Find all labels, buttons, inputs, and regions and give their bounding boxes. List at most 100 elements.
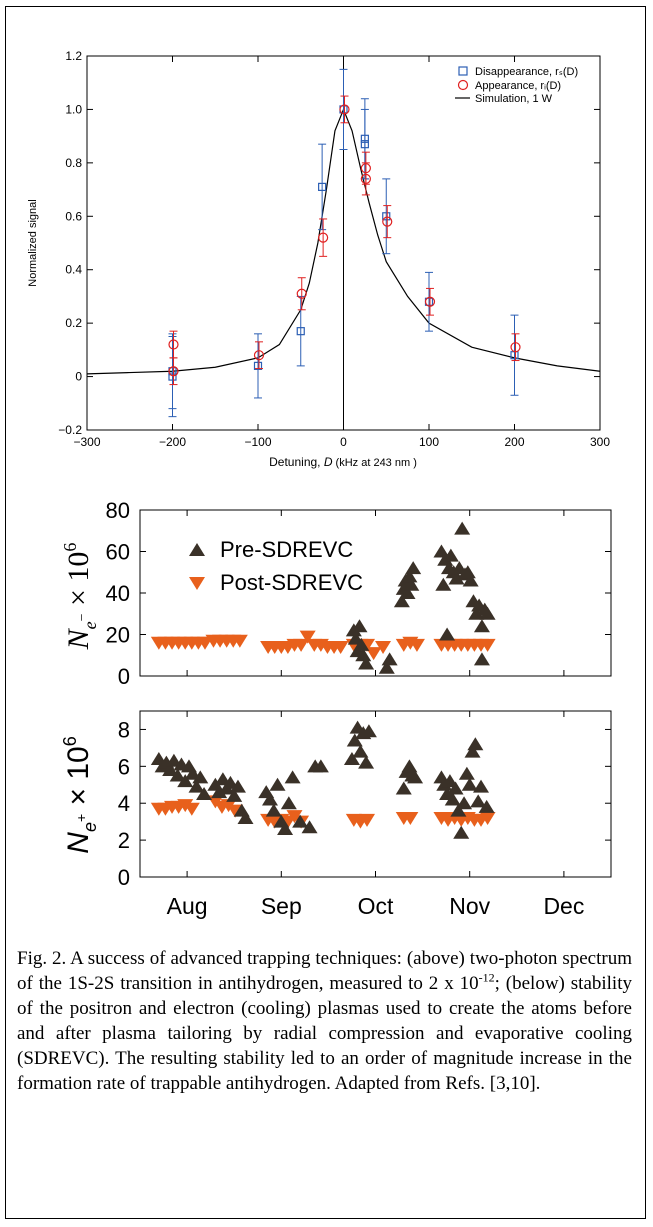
disappearance-point: [253, 361, 263, 370]
pre-sdrevc-point: [395, 781, 412, 795]
y-tick-label: 6: [118, 754, 130, 779]
pre-sdrevc-point: [351, 619, 368, 633]
y-tick-label: 1.2: [65, 49, 82, 63]
month-label: Aug: [167, 893, 208, 919]
spectrum-points: [168, 68, 521, 418]
positron-chart: 0 2 4 6 8 Aug Sep Oct Nov Dec Ne+ × 106: [60, 710, 612, 919]
appearance-point: [339, 104, 350, 115]
disappearance-point: [360, 140, 369, 149]
pre-sdrevc-point: [360, 724, 377, 738]
pre-sdrevc-point: [301, 820, 318, 834]
pre-sdrevc-point: [453, 825, 470, 839]
pre-sdrevc-point: [211, 785, 228, 799]
pre-sdrevc-point: [312, 759, 329, 773]
y-tick-label: 1.0: [65, 102, 82, 116]
post-sdrevc-point: [479, 638, 496, 652]
pre-sdrevc-point: [454, 521, 471, 535]
pre-sdrevc-point: [265, 803, 282, 817]
pre-sdrevc-point: [269, 777, 286, 791]
y-tick-label: 0.2: [65, 316, 82, 330]
pre-sdrevc-point: [188, 779, 205, 793]
month-label: Nov: [449, 893, 490, 919]
legend-simulation: Simulation, 1 W: [475, 93, 553, 105]
pre-sdrevc-point: [196, 787, 213, 800]
pre-sdrevc-point: [464, 744, 481, 758]
pre-sdrevc-point: [378, 660, 395, 674]
appearance-point: [382, 216, 393, 227]
pre-sdrevc-point: [459, 565, 476, 579]
pre-sdrevc-point: [399, 586, 416, 599]
appearance-point: [510, 342, 521, 353]
post-sdrevc-point: [359, 813, 376, 827]
appearance-point: [168, 339, 179, 350]
appearance-point: [296, 288, 307, 299]
disappearance-point: [382, 212, 391, 221]
appearance-point: [168, 366, 179, 377]
post-sdrevc-point: [408, 638, 425, 652]
month-label: Sep: [261, 893, 302, 919]
electron-legend: Pre-SDREVC Post-SDREVC: [189, 537, 363, 595]
x-tick-label: 300: [590, 435, 610, 449]
y-tick-label: 20: [106, 623, 130, 648]
y-tick-label: 0.8: [65, 156, 82, 170]
pre-sdrevc-point: [401, 569, 418, 583]
post-sdrevc-point: [231, 634, 248, 648]
pre-sdrevc-point: [448, 571, 465, 585]
pre-sdrevc-point: [358, 656, 375, 670]
pre-sdrevc-point: [237, 810, 254, 824]
post-sdrevc-point: [299, 630, 316, 644]
pre-sdrevc-point: [441, 774, 458, 788]
y-tick-label: 40: [106, 581, 130, 606]
appearance-point: [253, 350, 265, 361]
figure-caption: Fig. 2. A success of advanced trapping t…: [17, 948, 632, 1094]
pre-sdrevc-point: [442, 548, 459, 562]
pre-sdrevc-point: [407, 770, 424, 784]
x-tick-label: 200: [504, 435, 524, 449]
x-tick-label: −100: [244, 435, 271, 449]
pre-sdrevc-point: [470, 794, 487, 808]
pre-sdrevc-point: [468, 606, 485, 620]
pre-sdrevc-point: [450, 803, 467, 817]
x-tick-label: 0: [340, 435, 347, 449]
month-label: Dec: [543, 893, 584, 919]
pre-sdrevc-point: [401, 759, 418, 773]
spectrum-xlabel: Detuning, D (kHz at 243 nm ): [269, 455, 417, 469]
legend-post: Post-SDREVC: [220, 570, 363, 595]
positron-axes: 0 2 4 6 8 Aug Sep Oct Nov Dec: [118, 711, 611, 919]
post-sdrevc-point: [293, 638, 310, 652]
pre-sdrevc-point: [479, 606, 496, 620]
legend-pre-marker: [189, 543, 205, 556]
pre-sdrevc-point: [405, 561, 422, 575]
pre-sdrevc-point: [444, 792, 461, 806]
pre-sdrevc-point: [358, 755, 375, 769]
y-tick-label: 8: [118, 717, 130, 742]
pre-sdrevc-point: [284, 770, 301, 784]
positron-points: [150, 720, 496, 839]
pre-sdrevc-point: [162, 763, 179, 777]
spectrum-ylabel: Normalized signal: [27, 199, 39, 286]
y-tick-label: 0: [75, 370, 82, 384]
pre-sdrevc-point: [462, 573, 479, 587]
y-tick-label: 2: [118, 828, 130, 853]
post-sdrevc-point: [479, 811, 496, 825]
legend-appearance: Appearance, rᵢ(D): [475, 80, 561, 92]
post-sdrevc-point: [177, 799, 194, 813]
pre-sdrevc-point: [169, 768, 186, 782]
pre-sdrevc-point: [192, 770, 209, 784]
pre-sdrevc-point: [461, 777, 478, 791]
pre-sdrevc-point: [435, 577, 452, 591]
spectrum-axes: −300 −200 −100 0 100 200 300 −0.2 0 0.2 0.4 0.6 0.8 1…: [58, 49, 610, 449]
pre-sdrevc-point: [352, 744, 369, 758]
pre-sdrevc-point: [439, 627, 456, 641]
pre-sdrevc-point: [229, 779, 246, 793]
positron-ylabel: Ne+ × 106: [60, 736, 100, 853]
appearance-point: [360, 173, 371, 184]
pre-sdrevc-point: [261, 792, 278, 806]
post-sdrevc-point: [365, 647, 382, 661]
pre-sdrevc-point: [381, 652, 398, 666]
y-tick-label: 4: [118, 791, 130, 816]
disappearance-point: [318, 182, 327, 191]
post-sdrevc-point: [332, 640, 349, 654]
post-sdrevc-point: [375, 640, 392, 654]
